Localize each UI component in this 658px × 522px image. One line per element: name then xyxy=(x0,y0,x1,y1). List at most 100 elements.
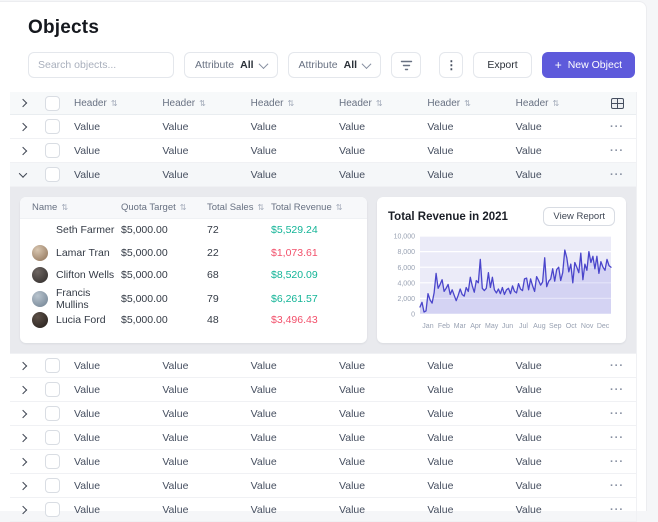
chevron-right-icon[interactable] xyxy=(10,363,36,369)
table-row[interactable]: Value Value Value Value Value Value ··· xyxy=(10,402,636,426)
row-menu-button[interactable]: ··· xyxy=(610,359,624,372)
chevron-right-icon[interactable] xyxy=(10,124,36,130)
row-menu-button[interactable]: ··· xyxy=(610,455,624,468)
row-checkbox[interactable] xyxy=(36,502,68,517)
row-checkbox[interactable] xyxy=(36,143,68,158)
cell-value: Value xyxy=(427,359,454,372)
row-menu-button[interactable]: ··· xyxy=(610,407,624,420)
search-input[interactable] xyxy=(28,52,174,78)
cell-value: Value xyxy=(250,455,277,468)
cell-value: Value xyxy=(250,479,277,492)
chevron-right-icon[interactable] xyxy=(10,507,36,513)
cell-value: Value xyxy=(74,359,101,372)
table-row[interactable]: Value Value Value Value Value Value ··· xyxy=(10,115,636,139)
row-checkbox[interactable] xyxy=(36,454,68,469)
view-report-button[interactable]: View Report xyxy=(543,207,615,226)
table-row[interactable]: Value Value Value Value Value Value ··· xyxy=(10,378,636,402)
subtable-column-header[interactable]: Total Sales ⇅ xyxy=(207,202,271,213)
chevron-right-icon[interactable] xyxy=(10,483,36,489)
cell-value: Value xyxy=(162,120,189,133)
row-checkbox[interactable] xyxy=(36,478,68,493)
total-revenue-value: $5,529.24 xyxy=(271,224,318,237)
person-cell: Clifton Wells xyxy=(32,267,121,284)
attribute-filter-dropdown-2[interactable]: Attribute All xyxy=(287,52,382,78)
subtable-column-header[interactable]: Name ⇅ xyxy=(32,202,121,213)
person-row[interactable]: Clifton Wells $5,000.00 68 $8,520.09 xyxy=(20,264,367,287)
new-object-label: New Object xyxy=(567,59,622,71)
subtable-column-header[interactable]: Quota Target ⇅ xyxy=(121,202,207,213)
column-header[interactable]: Header ⇅ xyxy=(333,98,421,109)
more-actions-button[interactable]: ⋮ xyxy=(439,52,464,78)
expanded-row-slot: Value Value Value Value Value Value ··· xyxy=(10,163,636,187)
table-row[interactable]: Value Value Value Value Value Value ··· xyxy=(10,354,636,378)
sort-icon: ⇅ xyxy=(61,203,69,212)
total-sales-value: 79 xyxy=(207,292,219,305)
select-all-checkbox[interactable] xyxy=(36,95,68,111)
chevron-right-icon[interactable] xyxy=(10,100,36,106)
row-menu-button[interactable]: ··· xyxy=(610,431,624,444)
plus-icon: + xyxy=(554,58,562,72)
row-menu-button[interactable]: ··· xyxy=(610,479,624,492)
person-row[interactable]: Seth Farmer $5,000.00 72 $5,529.24 xyxy=(20,219,367,242)
cell-value: Value xyxy=(162,479,189,492)
cell-value: Value xyxy=(515,144,542,157)
attribute-filter-dropdown-1[interactable]: Attribute All xyxy=(184,52,278,78)
cell-value: Value xyxy=(427,407,454,420)
new-object-button[interactable]: + New Object xyxy=(541,52,635,78)
person-row[interactable]: Lamar Tran $5,000.00 22 $1,073.61 xyxy=(20,242,367,265)
chevron-down-icon[interactable] xyxy=(10,172,36,178)
column-header-label: Header xyxy=(515,97,549,109)
person-name: Francis Mullins xyxy=(56,286,91,311)
columns-settings-button[interactable] xyxy=(598,97,636,109)
column-header[interactable]: Header ⇅ xyxy=(510,98,598,109)
column-header[interactable]: Header ⇅ xyxy=(156,98,244,109)
total-revenue-value: $1,073.61 xyxy=(271,246,318,259)
row-checkbox[interactable] xyxy=(36,382,68,397)
table-row[interactable]: Value Value Value Value Value Value ··· xyxy=(10,139,636,163)
table-row[interactable]: Value Value Value Value Value Value ··· xyxy=(10,426,636,450)
table-header-row: Header ⇅ Header ⇅ Header ⇅ Header ⇅ Header ⇅ Heade… xyxy=(10,92,636,115)
table-rows-top: Value Value Value Value Value Value ··· Value Va… xyxy=(10,115,636,163)
row-menu-button[interactable]: ··· xyxy=(610,144,624,157)
table-row[interactable]: Value Value Value Value Value Value ··· xyxy=(10,498,636,522)
chart-header: Total Revenue in 2021 View Report xyxy=(388,207,615,226)
table-row[interactable]: Value Value Value Value Value Value ··· xyxy=(10,163,636,187)
filter-button[interactable] xyxy=(391,52,422,78)
person-row[interactable]: Francis Mullins $5,000.00 79 $6,261.57 xyxy=(20,286,367,311)
cell-value: Value xyxy=(515,383,542,396)
row-checkbox[interactable] xyxy=(36,406,68,421)
row-checkbox[interactable] xyxy=(36,430,68,445)
chevron-right-icon[interactable] xyxy=(10,435,36,441)
page-title: Objects xyxy=(28,17,100,38)
cell-value: Value xyxy=(515,479,542,492)
total-sales-value: 72 xyxy=(207,224,219,237)
export-button[interactable]: Export xyxy=(473,52,532,78)
table-grid-icon xyxy=(610,97,624,109)
column-header[interactable]: Header ⇅ xyxy=(245,98,333,109)
row-menu-button[interactable]: ··· xyxy=(610,168,624,181)
x-axis-tick: Aug xyxy=(533,323,546,330)
x-axis-tick: May xyxy=(485,323,499,330)
table-row[interactable]: Value Value Value Value Value Value ··· xyxy=(10,450,636,474)
y-axis-tick: 2,000 xyxy=(397,296,415,303)
row-checkbox[interactable] xyxy=(36,358,68,373)
row-checkbox[interactable] xyxy=(36,119,68,134)
table-row[interactable]: Value Value Value Value Value Value ··· xyxy=(10,474,636,498)
plot-background xyxy=(420,236,611,314)
chevron-right-icon[interactable] xyxy=(10,459,36,465)
chevron-right-icon[interactable] xyxy=(10,148,36,154)
row-menu-button[interactable]: ··· xyxy=(610,383,624,396)
column-header[interactable]: Header ⇅ xyxy=(421,98,509,109)
row-checkbox[interactable] xyxy=(36,167,68,182)
chevron-right-icon[interactable] xyxy=(10,387,36,393)
cell-value: Value xyxy=(162,503,189,516)
x-axis-tick: Feb xyxy=(438,323,450,330)
chevron-right-icon[interactable] xyxy=(10,411,36,417)
subtable-column-header[interactable]: Total Revenue ⇅ xyxy=(271,202,355,213)
cell-value: Value xyxy=(339,431,366,444)
row-menu-button[interactable]: ··· xyxy=(610,120,624,133)
row-menu-button[interactable]: ··· xyxy=(610,503,624,516)
column-header[interactable]: Header ⇅ xyxy=(68,98,156,109)
person-row[interactable]: Lucia Ford $5,000.00 48 $3,496.43 xyxy=(20,309,367,332)
cell-value: Value xyxy=(74,120,101,133)
